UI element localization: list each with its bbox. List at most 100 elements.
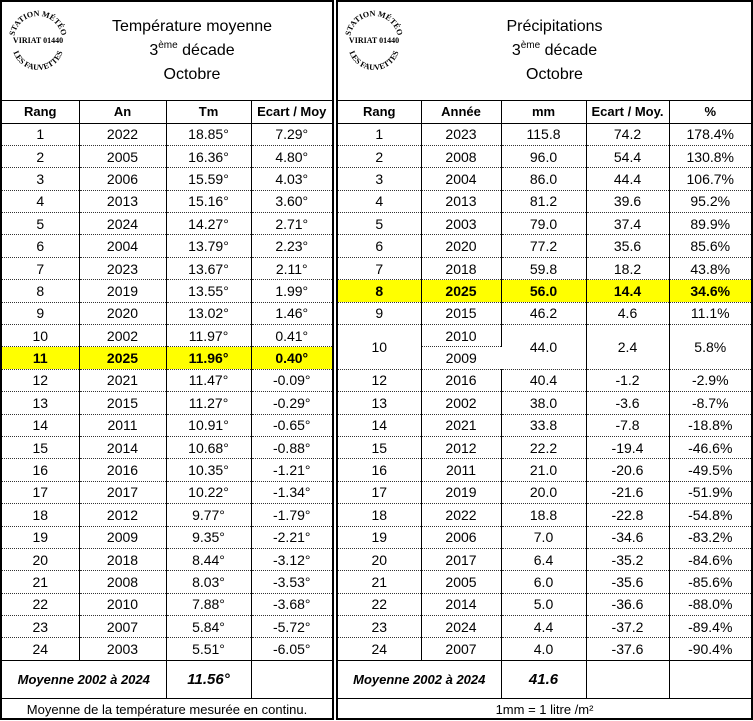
table-cell: 9 (2, 302, 80, 326)
table-row: 12 2016 40.4 -1.2 -2.9% (338, 369, 751, 393)
table-cell: -18.8% (669, 414, 751, 437)
table-cell: 5.84° (166, 615, 252, 639)
precipitation-month: Octobre (526, 66, 583, 83)
table-cell: 3.60° (251, 190, 332, 214)
table-row: 20 2017 6.4 -35.2 -84.6% (338, 548, 751, 572)
table-cell: 2008 (79, 570, 167, 594)
table-cell: -3.12° (251, 548, 332, 572)
table-cell: 16 (338, 458, 422, 482)
table-cell: -83.2% (669, 526, 751, 549)
table-cell: 2015 (79, 391, 167, 415)
table-cell: 3 (338, 167, 422, 191)
table-row: 6 2004 13.79° 2.23° (2, 234, 332, 258)
table-cell: 18.2 (586, 257, 670, 281)
table-cell: 20.0 (501, 481, 587, 505)
table-cell: 5.0 (501, 593, 587, 617)
table-row: 23 2007 5.84° -5.72° (2, 615, 332, 639)
table-cell: 59.8 (501, 257, 587, 281)
table-cell: 15 (338, 436, 422, 460)
table-cell: 4 (2, 190, 80, 214)
empty-cell (251, 659, 332, 699)
table-cell: 2009 (79, 526, 167, 549)
table-cell: 2002 (421, 391, 502, 415)
table-cell: 95.2% (669, 190, 751, 214)
table-cell: 2.4 (586, 324, 670, 370)
temperature-month: Octobre (163, 66, 221, 83)
table-cell: 7 (338, 257, 422, 281)
temperature-footnote: Moyenne de la température mesurée en con… (26, 701, 308, 717)
svg-text:STATION MÉTÉO: STATION MÉTÉO (343, 9, 404, 37)
column-header: % (669, 101, 751, 124)
table-cell: 35.6 (586, 234, 670, 258)
table-cell: 2017 (79, 481, 167, 505)
table-cell: 4.80° (251, 145, 332, 169)
table-cell: 21 (338, 570, 422, 594)
station-stamp-logo: STATION MÉTÉO VIRIAT 01440 LES FAUVETTES (7, 9, 68, 70)
average-label: Moyenne 2002 à 2024 (2, 659, 167, 699)
table-row: 13 2015 11.27° -0.29° (2, 391, 332, 415)
table-cell: 18.85° (166, 123, 252, 146)
table-cell: 14 (338, 414, 422, 437)
table-cell: 11.27° (166, 391, 252, 415)
table-row: 20 2018 8.44° -3.12° (2, 548, 332, 572)
table-row: 5 2024 14.27° 2.71° (2, 212, 332, 236)
table-cell: -6.05° (251, 637, 332, 661)
table-cell: 46.2 (501, 302, 587, 326)
empty-cell (586, 659, 670, 699)
table-cell: 0.41° (251, 324, 332, 348)
precipitation-decade: 3ème décade (511, 40, 598, 60)
table-cell: 2009 (421, 346, 501, 370)
table-row: 10 2010 44.0 2.4 5.8% (338, 324, 751, 370)
table-cell: 2012 (79, 503, 167, 527)
table-cell: 16.36° (166, 145, 252, 169)
table-row: 1 2023 115.8 74.2 178.4% (338, 123, 751, 146)
table-row: 19 2006 7.0 -34.6 -83.2% (338, 526, 751, 549)
table-cell: -0.88° (251, 436, 332, 460)
table-cell: 3 (2, 167, 80, 191)
table-cell: -36.6 (586, 593, 670, 617)
table-row: 16 2011 21.0 -20.6 -49.5% (338, 458, 751, 482)
table-cell: -5.72° (251, 615, 332, 639)
table-cell: 2003 (421, 212, 502, 236)
table-cell: 18 (2, 503, 80, 527)
table-row: 3 2004 86.0 44.4 106.7% (338, 167, 751, 191)
precipitation-title: Précipitations (506, 18, 603, 35)
table-cell: -3.53° (251, 570, 332, 594)
table-cell: 6.4 (501, 548, 587, 572)
table-cell: -7.8 (586, 414, 670, 437)
table-cell: 77.2 (501, 234, 587, 258)
table-cell: 2011 (79, 414, 167, 437)
table-cell: 2017 (421, 548, 502, 572)
table-cell: 21 (2, 570, 80, 594)
table-cell: 4.4 (501, 615, 587, 639)
svg-text:VIRIAT 01440: VIRIAT 01440 (13, 36, 63, 45)
table-cell: 7.88° (166, 593, 252, 617)
station-stamp-logo: STATION MÉTÉO VIRIAT 01440 LES FAUVETTES (343, 9, 404, 70)
table-cell: -22.8 (586, 503, 670, 527)
table-cell: 7 (2, 257, 80, 281)
table-row: 2009 (338, 346, 751, 370)
temperature-panel: STATION MÉTÉO VIRIAT 01440 LES FAUVETTES… (0, 0, 334, 720)
table-row: 12 2021 11.47° -0.09° (2, 369, 332, 393)
table-row: 6 2020 77.2 35.6 85.6% (338, 234, 751, 258)
table-row: 21 2005 6.0 -35.6 -85.6% (338, 570, 751, 594)
table-cell: 2016 (79, 458, 167, 482)
table-cell: 10 (338, 324, 422, 370)
table-cell: 13 (338, 391, 422, 415)
table-row: 16 2016 10.35° -1.21° (2, 458, 332, 482)
table-cell: 2021 (421, 414, 502, 437)
table-cell: 24 (338, 637, 422, 661)
table-cell: 2006 (421, 526, 502, 549)
table-cell: 18 (338, 503, 422, 527)
table-cell: -51.9% (669, 481, 751, 505)
table-cell: 22.2 (501, 436, 587, 460)
table-cell: 5.8% (669, 324, 751, 370)
table-cell: 2010 (79, 593, 167, 617)
table-cell: 16 (2, 458, 80, 482)
table-row: 4 2013 15.16° 3.60° (2, 190, 332, 214)
table-cell: 8 (338, 279, 422, 303)
table-cell: -54.8% (669, 503, 751, 527)
table-row: 9 2020 13.02° 1.46° (2, 302, 332, 326)
table-cell: 2023 (79, 257, 167, 281)
column-header: Rang (2, 101, 80, 124)
